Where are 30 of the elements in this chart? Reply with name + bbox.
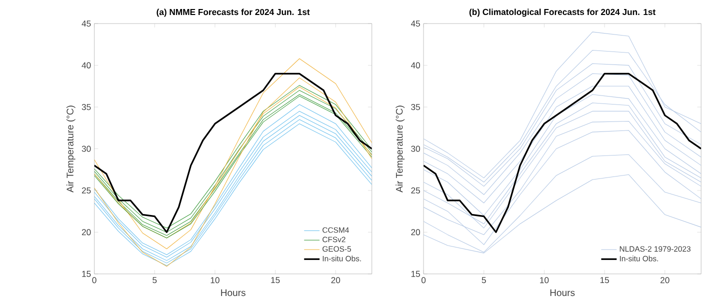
x-tick-label: 0 — [421, 277, 426, 284]
y-tick-label: 40 — [410, 62, 420, 68]
x-tick-label: 5 — [482, 277, 486, 284]
y-axis-title: Air Temperature (°C) — [396, 106, 405, 192]
y-tick-label: 30 — [82, 146, 91, 152]
y-tick-label: 15 — [82, 270, 91, 277]
x-tick-label: 15 — [600, 277, 609, 284]
y-axis-title: Air Temperature (°C) — [66, 106, 76, 192]
chart-title: (a) NMME Forecasts for 2024 Jun. 1st — [156, 8, 310, 17]
y-tick-label: 30 — [411, 146, 420, 152]
y-tick-label: 40 — [82, 62, 91, 68]
y-tick-label: 20 — [82, 229, 91, 236]
x-tick-label: 10 — [210, 277, 220, 284]
x-tick-label: 0 — [92, 277, 96, 284]
x-tick-label: 20 — [660, 277, 670, 284]
y-tick-label: 15 — [411, 270, 420, 277]
y-tick-label: 20 — [411, 229, 420, 236]
y-tick-label: 35 — [82, 104, 91, 110]
x-tick-label: 10 — [540, 277, 549, 284]
y-tick-label: 35 — [411, 104, 420, 110]
x-tick-label: 5 — [152, 277, 157, 284]
chart-title: (b) Climatological Forecasts for 2024 Jun. 1st — [469, 8, 656, 17]
y-tick-label: 25 — [411, 187, 420, 194]
x-tick-label: 20 — [331, 277, 340, 284]
y-tick-label: 45 — [82, 20, 91, 27]
x-axis-title: Hours — [221, 289, 246, 296]
x-tick-label: 15 — [271, 277, 280, 284]
y-tick-label: 45 — [410, 20, 420, 27]
y-tick-label: 25 — [82, 187, 91, 194]
x-axis-title: Hours — [550, 289, 575, 296]
